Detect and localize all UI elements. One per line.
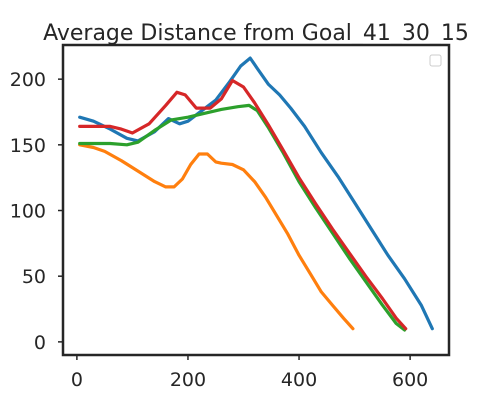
x-tick-label: 200 <box>170 369 206 391</box>
series-line-2 <box>78 143 355 331</box>
axes-layer: 0 200 400 600 0 50 100 150 200 <box>10 43 451 391</box>
series-layer <box>78 56 434 332</box>
x-tick-label: 400 <box>281 369 317 391</box>
series-line-4 <box>78 78 408 331</box>
y-tick-label: 200 <box>10 69 46 91</box>
y-tick-label: 150 <box>10 135 46 157</box>
chart-title: Average Distance from Goal_41_30_15 <box>43 21 469 46</box>
plot-frame <box>61 43 451 357</box>
legend-box <box>429 54 442 67</box>
x-tick-label: 0 <box>71 369 83 391</box>
y-tick-label: 50 <box>22 266 46 288</box>
x-tick-label: 600 <box>392 369 428 391</box>
y-tick-label: 100 <box>10 201 46 223</box>
y-tick-label: 0 <box>34 332 46 354</box>
series-line-1 <box>78 56 434 331</box>
series-line-3 <box>78 103 407 332</box>
